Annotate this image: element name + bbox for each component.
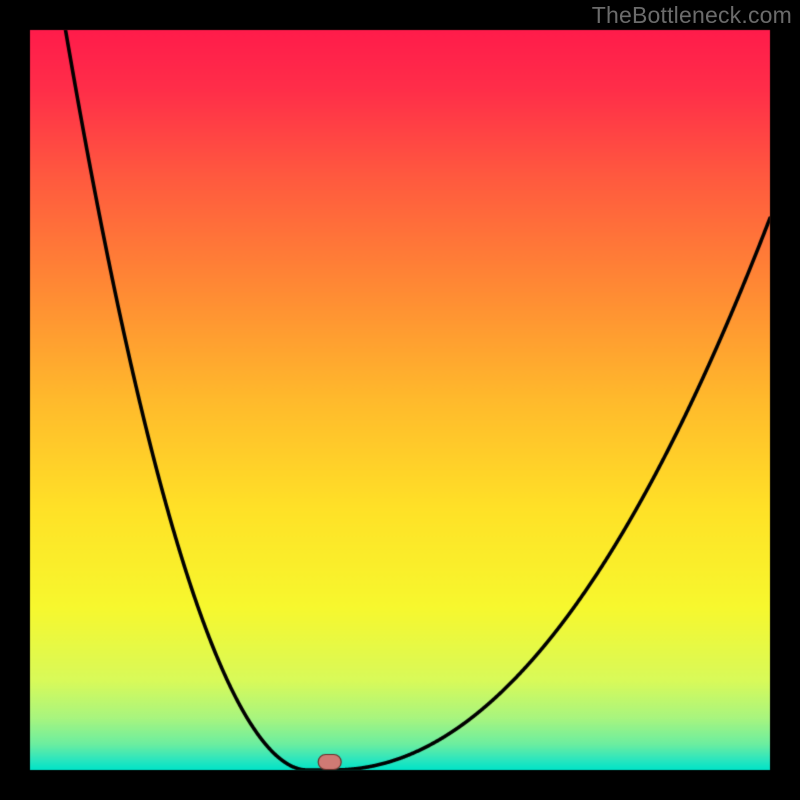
- watermark-text: TheBottleneck.com: [592, 2, 792, 29]
- chart-stage: TheBottleneck.com: [0, 0, 800, 800]
- optimum-marker: [0, 0, 800, 800]
